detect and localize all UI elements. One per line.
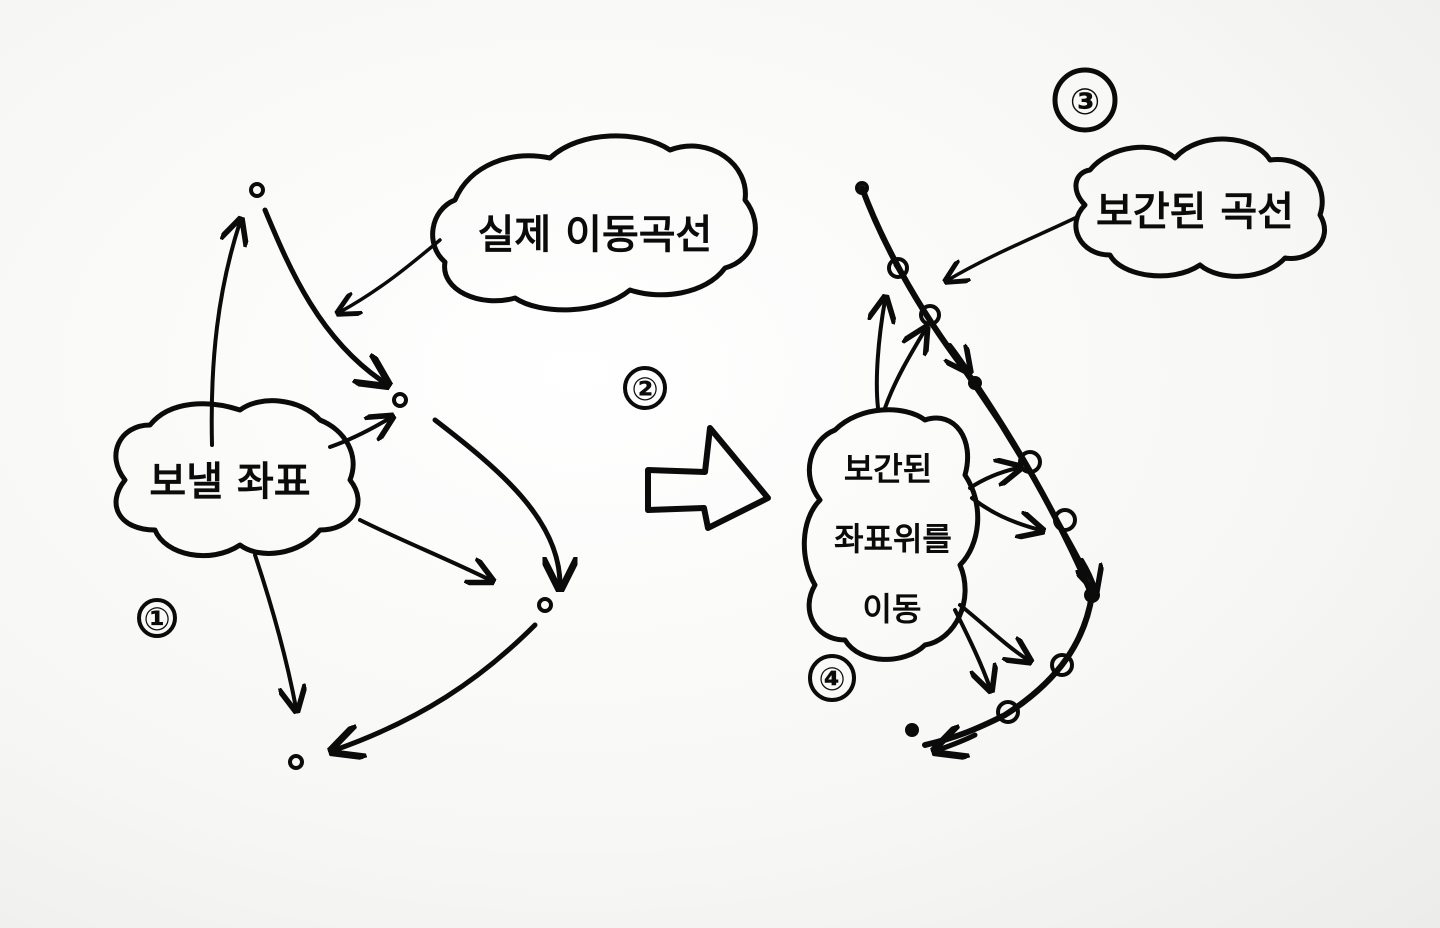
arrow-cloud-to-point-4 [253,553,296,708]
pointer-to-corrected-curve [948,216,1077,280]
corrected-curve-cloud-outline [1073,136,1328,279]
move-on-coords-cloud: 보간된 좌표위를 이동 [801,407,981,662]
point-4 [288,754,304,770]
move-arrow-5 [953,608,990,688]
big-right-arrow [645,425,771,531]
move-arrow-2 [883,330,925,410]
arrow-cloud-to-point-3 [358,518,490,580]
step-1-marker: ① [137,598,177,638]
interp-point-8 [1050,653,1074,677]
corrected-curve-cloud: 보간된 곡선 [1073,136,1328,279]
move-arrow-3 [968,468,1018,490]
move-label-line-3: 이동 [863,590,922,628]
corrected-curve-end-arrow [938,735,978,750]
corrected-curve-label: 보간된 곡선 [1096,189,1294,235]
interp-point-1 [855,181,869,195]
step-3-marker: ③ [1052,67,1118,133]
point-3 [537,597,553,613]
move-arrow-4 [970,496,1040,530]
interp-point-6 [1053,508,1077,532]
middle-transition: ② [623,366,771,531]
pointer-to-actual-curve [340,238,442,312]
right-diagram: ③ 보간된 곡선 보간된 좌표위를 이동 ④ [801,67,1328,750]
arrow-cloud-to-point-2 [328,418,390,449]
step-1-label: ① [143,600,170,638]
curve-arrow-1 [950,343,968,370]
curve-arrow-2 [1082,558,1095,588]
step-4-marker: ④ [808,654,856,702]
interp-point-10 [905,723,919,737]
move-arrow-1 [877,300,885,410]
left-diagram: 보낼 좌표 실제 이동곡선 ① [113,133,758,770]
step-2-label: ② [631,370,658,408]
send-coords-cloud: 보낼 좌표 [113,398,361,559]
arrow-cloud-to-point-1 [209,222,240,447]
interp-point-9 [996,700,1020,724]
interp-point-2 [887,257,909,279]
point-1 [249,182,265,198]
move-label-line-1: 보간된 [844,450,932,488]
actual-curve-label: 실제 이동곡선 [478,212,713,258]
move-label-line-2: 좌표위를 [834,520,952,558]
step-2-marker: ② [623,366,667,410]
actual-curve-seg-1 [262,207,385,383]
move-on-coords-cloud-outline [801,407,981,662]
step-3-label: ③ [1070,82,1100,123]
step-4-label: ④ [818,660,845,698]
interp-point-4 [968,376,982,390]
interp-point-7 [1084,587,1100,603]
send-coords-label: 보낼 좌표 [149,459,310,505]
actual-curve-seg-2 [432,417,560,585]
send-coords-cloud-outline [113,398,361,559]
point-2 [392,392,408,408]
actual-curve-cloud-outline [430,133,758,313]
move-arrow-6 [958,603,1028,660]
actual-curve-seg-3 [335,622,538,750]
actual-curve-cloud: 실제 이동곡선 [430,133,758,313]
